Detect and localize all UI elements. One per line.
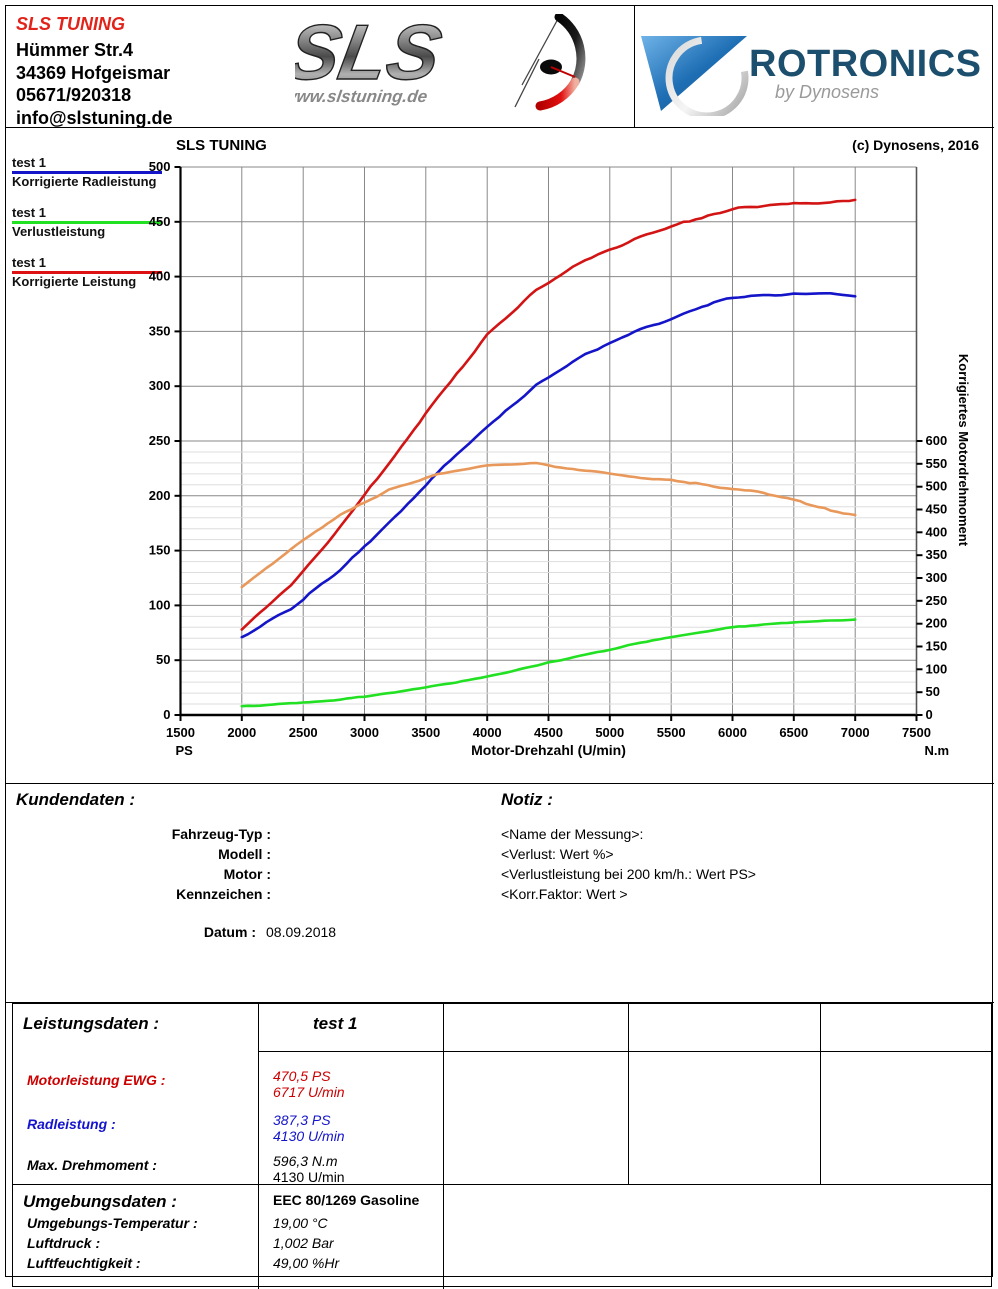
svg-text:www.slstuning.de: www.slstuning.de [295,87,429,106]
svg-text:550: 550 [926,456,948,471]
svg-text:350: 350 [926,547,948,562]
svg-text:150: 150 [149,543,171,558]
svg-text:N.m: N.m [925,743,950,758]
svg-text:2000: 2000 [227,725,256,740]
svg-text:350: 350 [149,323,171,338]
svg-text:1500: 1500 [166,725,195,740]
svg-text:50: 50 [156,652,170,667]
svg-text:50: 50 [926,684,940,699]
svg-text:by Dynosens: by Dynosens [775,82,879,102]
svg-text:250: 250 [926,593,948,608]
svg-text:500: 500 [149,159,171,174]
svg-text:SLS: SLS [295,14,448,96]
svg-text:4000: 4000 [473,725,502,740]
svg-text:300: 300 [149,378,171,393]
svg-text:400: 400 [149,269,171,284]
svg-text:5000: 5000 [595,725,624,740]
svg-text:3500: 3500 [411,725,440,740]
svg-text:6000: 6000 [718,725,747,740]
svg-text:100: 100 [926,661,948,676]
svg-text:400: 400 [926,524,948,539]
svg-text:4500: 4500 [534,725,563,740]
svg-text:450: 450 [926,502,948,517]
svg-text:200: 200 [926,616,948,631]
svg-text:0: 0 [926,707,933,722]
svg-text:500: 500 [926,479,948,494]
svg-text:5500: 5500 [657,725,686,740]
svg-text:600: 600 [926,433,948,448]
svg-text:6500: 6500 [779,725,808,740]
svg-text:PS: PS [176,743,194,758]
svg-text:2500: 2500 [289,725,318,740]
svg-text:Motor-Drehzahl (U/min): Motor-Drehzahl (U/min) [471,742,626,758]
svg-text:250: 250 [149,433,171,448]
svg-text:150: 150 [926,639,948,654]
svg-text:7000: 7000 [841,725,870,740]
svg-text:ROTRONICS: ROTRONICS [749,43,982,85]
svg-text:450: 450 [149,214,171,229]
svg-text:200: 200 [149,488,171,503]
svg-text:3000: 3000 [350,725,379,740]
svg-text:300: 300 [926,570,948,585]
svg-text:Korrigiertes Motordrehmoment: Korrigiertes Motordrehmoment [956,354,971,547]
svg-text:7500: 7500 [902,725,931,740]
svg-text:0: 0 [163,707,170,722]
svg-text:100: 100 [149,597,171,612]
